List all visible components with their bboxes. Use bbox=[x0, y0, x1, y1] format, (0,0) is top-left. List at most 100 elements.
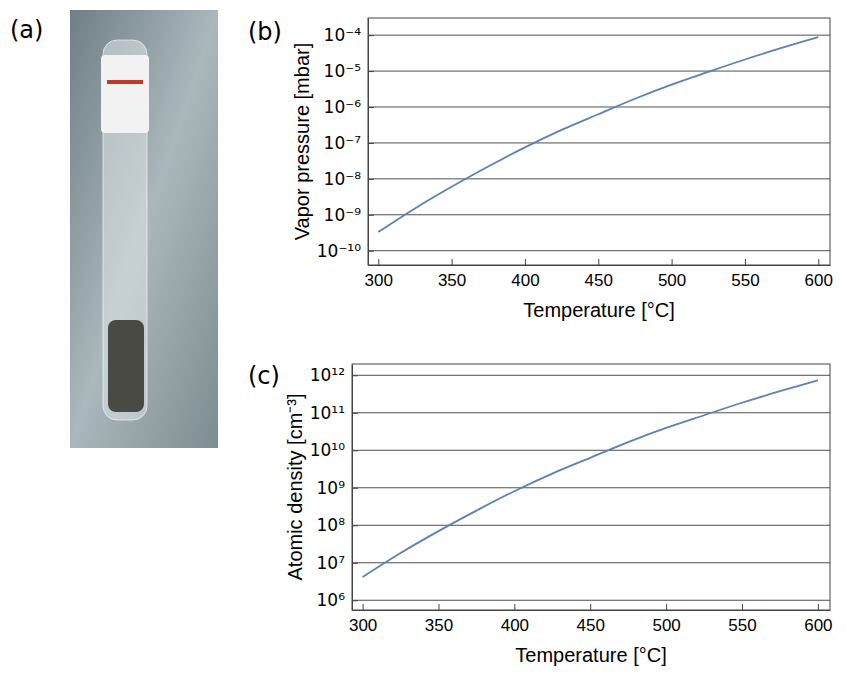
x-tick-label: 600 bbox=[805, 271, 833, 290]
y-tick: 10⁻¹⁰ bbox=[317, 241, 374, 261]
x-tick: 550 bbox=[728, 604, 756, 635]
y-tick: 10¹⁰ bbox=[310, 440, 358, 460]
y-axis-line bbox=[368, 19, 369, 266]
y-tick: 10⁻⁴ bbox=[324, 25, 374, 45]
grid-line bbox=[352, 562, 830, 563]
grid-line bbox=[368, 214, 830, 215]
y-tick-label: 10⁻⁶ bbox=[324, 97, 362, 117]
y-tick: 10¹² bbox=[310, 365, 358, 385]
y-axis: 10⁻¹⁰ 10⁻⁹ 10⁻⁸ 10⁻⁷ 10⁻⁶ 10⁻⁵ 10⁻⁴ bbox=[317, 19, 374, 266]
x-tick-mark bbox=[514, 604, 515, 610]
grid-line bbox=[368, 35, 830, 36]
y-tick-mark bbox=[368, 215, 374, 216]
y-tick-label: 10⁻⁷ bbox=[324, 133, 362, 153]
y-tick-label: 10⁸ bbox=[317, 515, 346, 535]
y-axis-title: Atomic density [cm⁻³] bbox=[284, 393, 306, 580]
y-tick-mark bbox=[352, 413, 358, 414]
marks bbox=[363, 380, 818, 577]
x-tick: 350 bbox=[425, 604, 453, 635]
x-tick-mark bbox=[438, 604, 439, 610]
y-tick: 10⁸ bbox=[317, 515, 358, 535]
panel-label: (a) bbox=[10, 16, 43, 44]
y-tick: 10⁷ bbox=[317, 553, 358, 573]
y-tick: 10⁻⁶ bbox=[324, 97, 374, 117]
grid-line bbox=[352, 600, 830, 601]
data-line bbox=[378, 37, 818, 232]
grid bbox=[352, 375, 830, 600]
x-tick: 600 bbox=[804, 604, 832, 635]
photo bbox=[70, 10, 218, 448]
y-tick: 10⁻⁹ bbox=[324, 205, 374, 225]
x-tick: 550 bbox=[731, 259, 759, 290]
x-tick: 350 bbox=[438, 259, 466, 290]
vial-cap bbox=[101, 55, 149, 133]
x-tick-mark bbox=[818, 259, 819, 265]
x-axis-line bbox=[353, 610, 831, 611]
grid-line bbox=[352, 525, 830, 526]
grid-line bbox=[368, 250, 830, 251]
x-tick-label: 600 bbox=[804, 616, 832, 635]
x-tick-label: 450 bbox=[585, 271, 613, 290]
x-axis: 300 350 400 450 500 550 600 bbox=[349, 604, 833, 635]
x-tick-mark bbox=[742, 604, 743, 610]
x-tick: 500 bbox=[658, 259, 686, 290]
y-tick-mark bbox=[352, 375, 358, 376]
vial-label-stripe bbox=[107, 80, 143, 84]
y-tick-mark bbox=[352, 488, 358, 489]
y-tick: 10¹¹ bbox=[310, 403, 358, 423]
y-tick-mark bbox=[352, 450, 358, 451]
x-tick-mark bbox=[590, 604, 591, 610]
y-tick-mark bbox=[368, 107, 374, 108]
x-tick-mark bbox=[666, 604, 667, 610]
y-tick-label: 10⁻⁵ bbox=[324, 61, 361, 81]
x-tick: 500 bbox=[652, 604, 680, 635]
x-tick-mark bbox=[452, 259, 453, 265]
x-tick-label: 550 bbox=[728, 616, 756, 635]
x-axis-line bbox=[369, 265, 831, 266]
x-tick: 600 bbox=[805, 259, 833, 290]
panel-label: (b) bbox=[248, 18, 282, 46]
y-tick: 10⁹ bbox=[317, 478, 358, 498]
x-tick-mark bbox=[672, 259, 673, 265]
y-tick-label: 10¹¹ bbox=[310, 403, 345, 423]
x-axis-title: Temperature [°C] bbox=[523, 299, 674, 321]
y-tick: 10⁻⁸ bbox=[324, 169, 374, 189]
y-tick-mark bbox=[352, 600, 358, 601]
y-tick: 10⁻⁵ bbox=[324, 61, 374, 81]
grid-line bbox=[368, 142, 830, 143]
grid-line bbox=[352, 375, 830, 376]
y-tick-mark bbox=[352, 563, 358, 564]
y-tick: 10⁶ bbox=[317, 590, 358, 610]
grid-line bbox=[352, 487, 830, 488]
y-tick-mark bbox=[368, 179, 374, 180]
y-tick-label: 10⁻⁸ bbox=[324, 169, 362, 189]
y-tick-label: 10⁶ bbox=[317, 590, 346, 610]
y-axis: 10⁶ 10⁷ 10⁸ 10⁹ 10¹⁰ 10¹¹ 10¹² bbox=[310, 365, 358, 611]
panel-label: (c) bbox=[248, 362, 280, 390]
y-tick-mark bbox=[368, 71, 374, 72]
x-tick-mark bbox=[378, 259, 379, 265]
y-axis-line bbox=[352, 365, 353, 611]
y-tick-label: 10¹⁰ bbox=[310, 440, 345, 460]
chart: 300 350 400 450 500 550 600 10⁶ 10⁷ 10⁸ 10⁹ 10¹⁰ 10¹… bbox=[284, 364, 833, 666]
x-tick: 400 bbox=[511, 259, 539, 290]
x-tick-mark bbox=[525, 259, 526, 265]
x-tick-label: 400 bbox=[501, 616, 529, 635]
x-axis: 300350400450500550600 bbox=[365, 259, 833, 290]
x-tick: 450 bbox=[585, 259, 613, 290]
x-axis-title: Temperature [°C] bbox=[515, 644, 666, 666]
y-tick-label: 10¹² bbox=[310, 365, 345, 385]
x-tick-label: 350 bbox=[438, 271, 466, 290]
x-tick-mark bbox=[745, 259, 746, 265]
data-line bbox=[363, 380, 818, 577]
grid-line bbox=[352, 412, 830, 413]
grid-line bbox=[368, 178, 830, 179]
x-tick-label: 500 bbox=[652, 616, 680, 635]
chart: 30035040045050055060010⁻¹⁰10⁻⁹10⁻⁸10⁻⁷10… bbox=[291, 18, 833, 321]
y-axis-title: Vapor pressure [mbar] bbox=[291, 43, 313, 241]
x-tick: 300 bbox=[349, 604, 377, 635]
x-tick: 400 bbox=[501, 604, 529, 635]
x-tick-label: 450 bbox=[577, 616, 605, 635]
y-tick: 10⁻⁷ bbox=[324, 133, 374, 153]
plot-frame bbox=[368, 18, 830, 265]
